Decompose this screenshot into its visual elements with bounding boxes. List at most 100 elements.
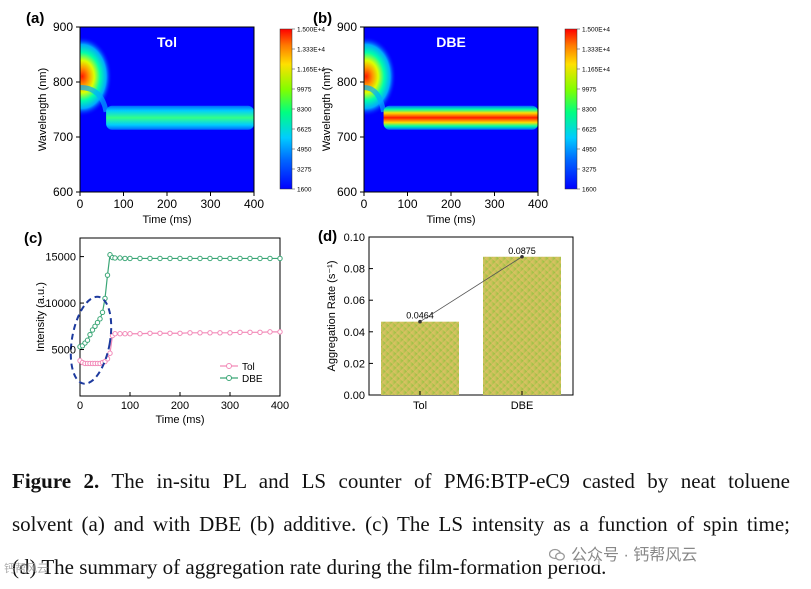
data-point-tol [267, 329, 273, 335]
x-tick-label: 0 [77, 400, 83, 412]
data-point-tol [197, 330, 203, 336]
colorbar-tick-label: 1.333E+4 [582, 47, 610, 54]
bar-tol [381, 321, 459, 395]
x-tick-label: 300 [200, 197, 220, 211]
y-tick-label: 700 [337, 130, 357, 144]
data-point-tol [187, 330, 193, 336]
trend-point [418, 319, 422, 324]
x-tick-label: 300 [221, 400, 239, 412]
data-point-dbe [122, 255, 128, 262]
y-axis-label: Wavelength (nm) [321, 68, 333, 151]
data-point-tol [207, 330, 213, 336]
colorbar-tick-label: 9975 [297, 87, 312, 94]
data-point-tol [167, 330, 173, 336]
data-point-dbe [87, 331, 93, 338]
watermark: 公众号 · 钙帮风云 [545, 541, 702, 565]
data-label: 0.0464 [406, 311, 434, 321]
data-point-tol [137, 331, 143, 337]
figure-caption: Figure 2. The in-situ PL and LS counter … [12, 460, 790, 589]
figure-panels: (a) Tol 0 100 200 300 400 600 700 800 900 Time (ms)… [24, 10, 610, 426]
y-tick-label: 5000 [52, 345, 76, 357]
x-tick-label: 100 [397, 197, 417, 211]
x-tick-label: 200 [171, 400, 189, 412]
colorbar-tick-label: 1.165E+4 [582, 67, 610, 74]
data-label: 0.0875 [508, 246, 536, 256]
colorbar-tick-label: 1600 [297, 187, 312, 194]
data-point-dbe [127, 255, 133, 262]
watermark-text: 公众号 · 钙帮风云 [571, 547, 698, 564]
data-point-dbe [84, 337, 91, 343]
caption-line-1: The in-situ PL and LS counter of PM6:BTP… [111, 469, 790, 493]
x-tick-label: 200 [157, 197, 177, 211]
panel-label: (a) [26, 10, 44, 27]
y-tick-label: 700 [53, 130, 73, 144]
data-point-dbe [237, 255, 243, 262]
data-point-dbe [112, 255, 118, 261]
bar-dbe [483, 256, 561, 395]
data-point-tol [147, 330, 153, 336]
aggregate-emission-band [383, 105, 538, 130]
colorbar-tick-label: 9975 [582, 87, 597, 94]
colorbar-tick-label: 1.500E+4 [582, 27, 610, 34]
y-axis-label: Intensity (a.u.) [35, 282, 47, 352]
y-tick-label: 0.02 [344, 358, 365, 370]
panel-label: (d) [318, 228, 337, 245]
colorbar-tick-label: 4950 [582, 147, 597, 154]
colorbar-tick-label: 3275 [582, 167, 597, 174]
x-axis-label: Time (ms) [426, 214, 475, 226]
data-point-tol [122, 331, 128, 337]
y-tick-label: 0.00 [344, 390, 365, 402]
legend-label: DBE [242, 374, 263, 385]
data-point-tol [227, 330, 233, 336]
data-point-dbe [147, 255, 153, 262]
y-axis-label: Wavelength (nm) [37, 68, 49, 151]
y-tick-label: 0.04 [344, 327, 365, 339]
colorbar-tick-label: 1600 [582, 187, 597, 194]
colorbar-tick-label: 1.165E+4 [297, 67, 325, 74]
y-tick-label: 900 [53, 20, 73, 34]
x-tick-label: Tol [413, 400, 427, 412]
data-point-dbe [197, 255, 203, 262]
y-tick-label: 0.10 [344, 232, 365, 244]
x-tick-label: 200 [441, 197, 461, 211]
data-point-dbe [117, 255, 123, 261]
colorbar-tick-label: 8300 [582, 107, 597, 114]
data-point-dbe [97, 316, 103, 322]
x-tick-label: 100 [121, 400, 139, 412]
plot-frame [79, 237, 281, 397]
data-point-dbe [277, 255, 283, 262]
data-point-tol [107, 350, 113, 356]
data-point-dbe [157, 255, 163, 262]
data-point-tol [237, 329, 243, 336]
colorbar-tick-label: 4950 [297, 147, 312, 154]
data-point-dbe [92, 323, 98, 329]
data-point-tol [127, 331, 133, 337]
caption-line-2: solvent (a) and with DBE (b) additive. (… [12, 512, 790, 536]
trend-line [419, 256, 523, 323]
x-tick-label: 400 [244, 197, 264, 211]
legend-label: Tol [242, 362, 255, 373]
data-point-dbe [177, 255, 183, 262]
trend-point [520, 254, 524, 259]
y-tick-label: 15000 [45, 252, 76, 264]
wechat-icon [549, 548, 565, 561]
x-tick-label: 400 [528, 197, 548, 211]
colorbar [279, 28, 293, 190]
x-axis-label: Time (ms) [155, 414, 204, 426]
y-tick-label: 900 [337, 20, 357, 34]
heatmap-title: DBE [436, 34, 466, 50]
data-point-dbe [207, 255, 213, 262]
aggregate-emission-band [106, 105, 254, 130]
y-tick-label: 800 [337, 75, 357, 89]
data-point-tol [117, 331, 123, 337]
transition-trace [80, 85, 109, 113]
data-point-dbe [104, 272, 111, 278]
x-tick-label: DBE [511, 400, 534, 412]
y-tick-label: 800 [53, 75, 73, 89]
colorbar-tick-label: 6625 [297, 127, 312, 134]
data-point-dbe [187, 255, 193, 262]
y-tick-label: 600 [53, 185, 73, 199]
x-tick-label: 0 [77, 197, 84, 211]
panel-label: (c) [24, 230, 42, 247]
highlight-ellipse [69, 295, 113, 385]
